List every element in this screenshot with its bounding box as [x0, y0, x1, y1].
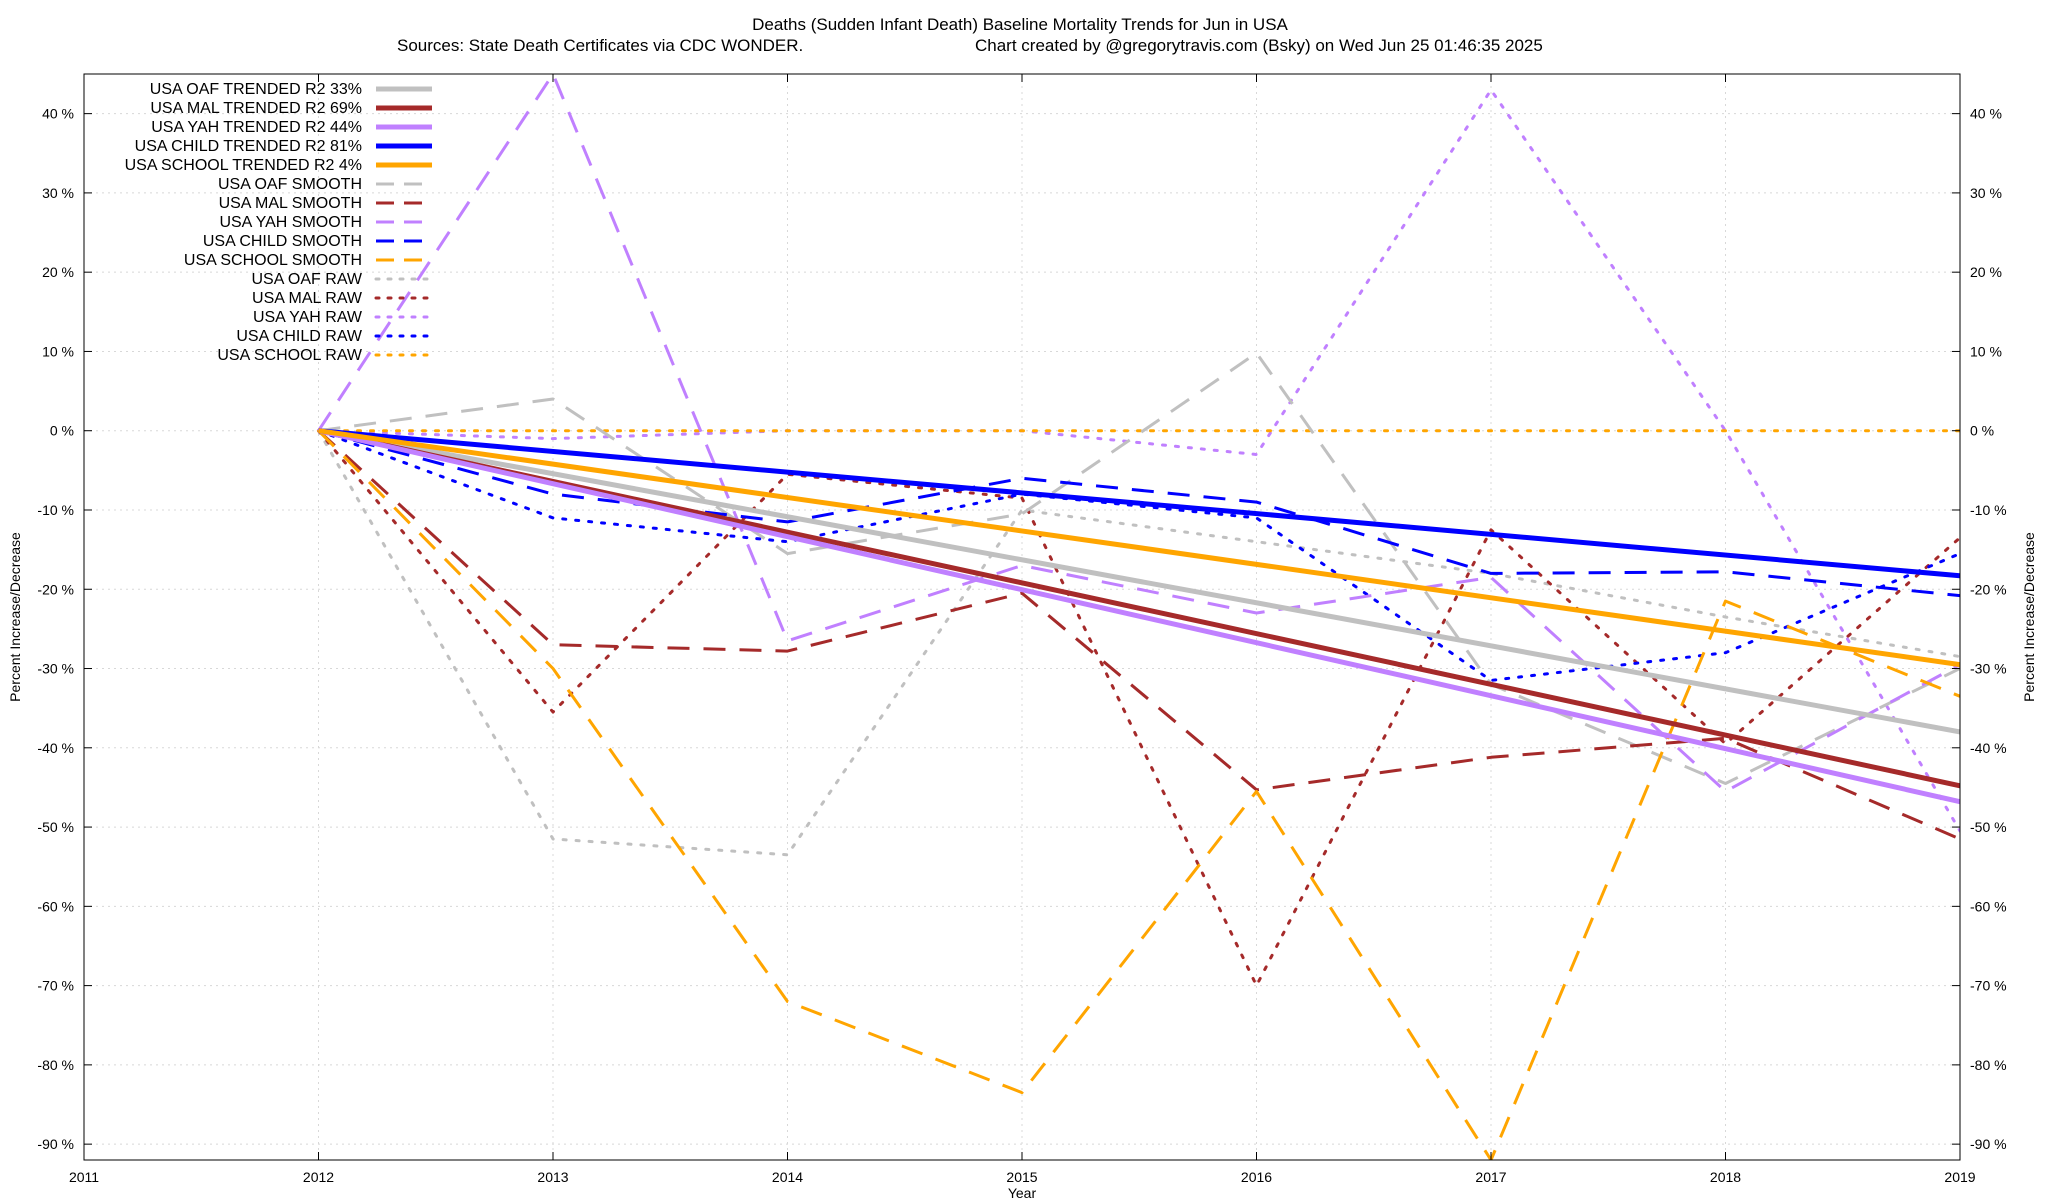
- y-tick-label-right: -40 %: [1970, 740, 2007, 756]
- legend-label: USA YAH TRENDED R2 44%: [151, 119, 362, 136]
- series-line-usa-school-smooth: [317, 429, 1960, 1160]
- legend: USA OAF TRENDED R2 33% USA MAL TRENDED R2…: [125, 81, 434, 364]
- y-tick-label-right: -50 %: [1970, 819, 2007, 835]
- x-axis-label: Year: [1008, 1185, 1037, 1200]
- legend-label: USA CHILD SMOOTH: [203, 233, 362, 250]
- legend-label: USA CHILD RAW: [236, 328, 363, 345]
- series-line-usa-mal-trended-r2-69: [317, 428, 1960, 789]
- x-tick-label: 2019: [1944, 1169, 1975, 1185]
- y-tick-label-left: 0 %: [50, 423, 74, 439]
- series-line-usa-child-trended-r2-81: [318, 428, 1960, 579]
- series-line-usa-yah-raw: [317, 88, 1960, 833]
- series-line-usa-yah-smooth: [317, 74, 1960, 793]
- series-line-usa-mal-smooth: [317, 429, 1960, 841]
- x-tick-label: 2012: [303, 1169, 334, 1185]
- y-tick-label-right: -30 %: [1970, 661, 2007, 677]
- series-line-usa-oaf-smooth: [318, 351, 1960, 785]
- series-line-usa-child-smooth: [318, 429, 1960, 598]
- axis-ticks: 2011 2012 2013 2014 2015 2016 2017 2018 2019 40 %…: [37, 74, 2007, 1185]
- x-tick-label: 2018: [1710, 1169, 1741, 1185]
- x-tick-label: 2016: [1241, 1169, 1272, 1185]
- y-tick-label-right: 20 %: [1970, 264, 2002, 280]
- x-tick-label: 2013: [537, 1169, 568, 1185]
- series-layer: [317, 74, 1960, 1160]
- x-tick-label: 2015: [1006, 1169, 1037, 1185]
- y-tick-label-right: 30 %: [1970, 185, 2002, 201]
- y-tick-label-left: -90 %: [37, 1136, 74, 1152]
- y-tick-label-right: -60 %: [1970, 898, 2007, 914]
- legend-label: USA SCHOOL SMOOTH: [184, 252, 362, 269]
- x-tick-label: 2017: [1475, 1169, 1506, 1185]
- y-axis-label-right: Percent Increase/Decrease: [2021, 532, 2037, 702]
- series-line-usa-oaf-raw: [317, 429, 1960, 857]
- series-line-usa-mal-raw: [317, 429, 1960, 988]
- y-tick-label-left: -70 %: [37, 978, 74, 994]
- legend-label: USA YAH RAW: [253, 309, 363, 326]
- series-line-usa-school-trended-r2-4: [318, 428, 1960, 668]
- y-tick-label-right: -20 %: [1970, 581, 2007, 597]
- x-tick-label: 2011: [69, 1169, 99, 1185]
- y-axis-label-left: Percent Increase/Decrease: [7, 532, 23, 702]
- legend-label: USA SCHOOL TRENDED R2 4%: [125, 157, 362, 174]
- grid: [83, 74, 1961, 1160]
- y-tick-label-right: -80 %: [1970, 1057, 2007, 1073]
- y-tick-label-right: -10 %: [1970, 502, 2007, 518]
- legend-label: USA OAF RAW: [251, 271, 362, 288]
- x-tick-label: 2014: [772, 1169, 803, 1185]
- legend-label: USA CHILD TRENDED R2 81%: [135, 138, 362, 155]
- y-tick-label-left: 30 %: [42, 185, 74, 201]
- legend-label: USA MAL SMOOTH: [219, 195, 362, 212]
- legend-label: USA OAF TRENDED R2 33%: [150, 81, 362, 98]
- y-tick-label-left: -10 %: [37, 502, 74, 518]
- y-tick-label-left: -30 %: [37, 661, 74, 677]
- y-tick-label-left: -80 %: [37, 1057, 74, 1073]
- y-tick-label-left: -50 %: [37, 819, 74, 835]
- chart-title: Deaths (Sudden Infant Death) Baseline Mo…: [752, 15, 1288, 34]
- chart-subtitle-sources: Sources: State Death Certificates via CD…: [397, 36, 803, 55]
- y-tick-label-left: -20 %: [37, 581, 74, 597]
- y-tick-label-left: -60 %: [37, 898, 74, 914]
- legend-label: USA MAL RAW: [252, 290, 363, 307]
- y-tick-label-left: 40 %: [42, 106, 74, 122]
- legend-label: USA MAL TRENDED R2 69%: [150, 100, 362, 117]
- y-tick-label-right: -70 %: [1970, 978, 2007, 994]
- series-line-usa-child-raw: [317, 429, 1960, 682]
- y-tick-label-right: 10 %: [1970, 343, 2002, 359]
- series-line-usa-oaf-trended-r2-33: [318, 428, 1960, 735]
- series-line-usa-yah-trended-r2-44: [317, 428, 1960, 805]
- y-tick-label-left: -40 %: [37, 740, 74, 756]
- chart-subtitle-credit: Chart created by @gregorytravis.com (Bsk…: [975, 36, 1543, 55]
- y-tick-label-right: 0 %: [1970, 423, 1994, 439]
- legend-label: USA SCHOOL RAW: [217, 347, 363, 364]
- legend-label: USA YAH SMOOTH: [219, 214, 362, 231]
- y-tick-label-right: -90 %: [1970, 1136, 2007, 1152]
- y-tick-label-left: 10 %: [42, 343, 74, 359]
- y-tick-label-right: 40 %: [1970, 106, 2002, 122]
- y-tick-label-left: 20 %: [42, 264, 74, 280]
- legend-label: USA OAF SMOOTH: [218, 176, 362, 193]
